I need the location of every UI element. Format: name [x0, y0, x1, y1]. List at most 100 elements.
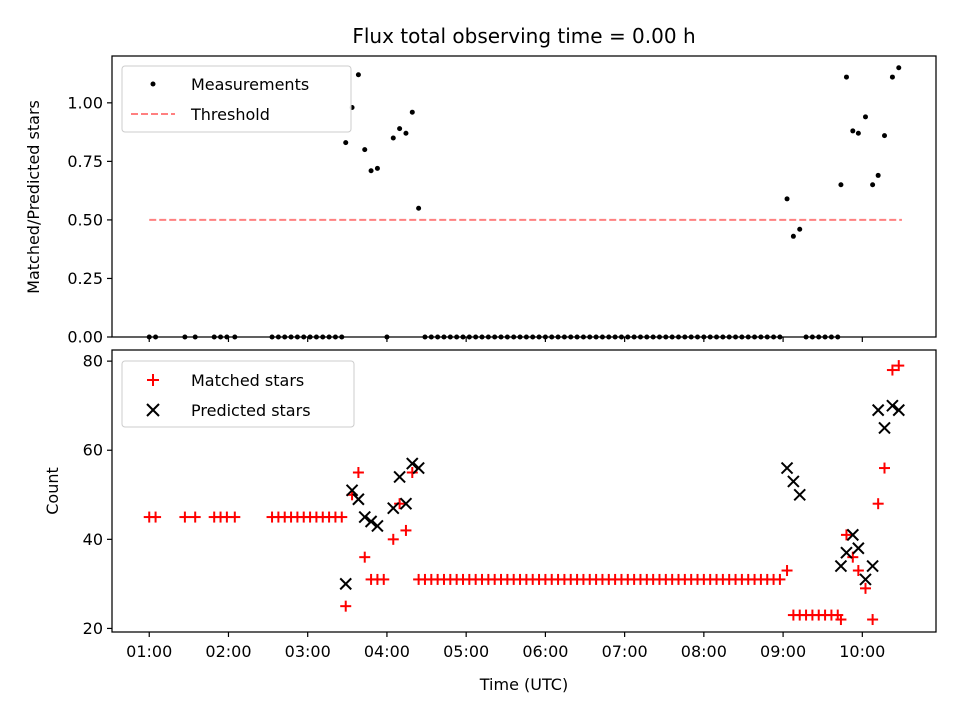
matched-star-point — [406, 467, 418, 479]
x-tick-label: 06:00 — [522, 642, 568, 661]
legend-measurements-marker — [150, 81, 156, 87]
measurement-point — [875, 172, 881, 178]
predicted-star-point — [393, 470, 406, 484]
predicted-star-point — [871, 403, 885, 417]
matched-star-point — [336, 511, 348, 523]
measurement-point — [390, 135, 396, 141]
x-tick-label: 04:00 — [364, 642, 410, 661]
x-tick-label: 02:00 — [205, 642, 251, 661]
count-y-axis-label: Count — [43, 467, 62, 515]
count-legend: Matched stars Predicted stars — [121, 360, 355, 428]
predicted-star-point — [840, 546, 853, 559]
predicted-star-point — [364, 515, 378, 528]
predicted-star-point — [787, 475, 800, 488]
measurement-point — [896, 65, 902, 71]
matched-star-point — [835, 614, 847, 626]
matched-star-point — [387, 533, 399, 545]
matched-star-point — [400, 524, 412, 536]
measurement-point — [784, 196, 790, 202]
predicted-star-point — [846, 528, 860, 542]
count-panel-frame — [111, 349, 937, 633]
count-x-axis: 01:00 02:00 03:00 04:00 05:00 06:00 07:00 08:00… — [126, 632, 885, 661]
count-legend-box — [121, 360, 355, 428]
measurement-point — [870, 182, 876, 188]
measurement-point — [403, 130, 409, 136]
y-tick-label: 0.75 — [67, 152, 103, 171]
matched-star-point — [179, 511, 191, 523]
measurement-point — [362, 147, 368, 153]
measurement-point — [790, 233, 796, 239]
y-tick-label: 80 — [83, 352, 103, 371]
legend-matched-marker — [147, 374, 159, 386]
predicted-star-point — [358, 510, 371, 524]
x-tick-label: 03:00 — [285, 642, 331, 661]
measurement-point — [843, 74, 849, 80]
y-tick-label: 0.25 — [67, 269, 103, 288]
y-tick-label: 0.00 — [67, 328, 103, 347]
ratio-legend: Measurements Threshold — [121, 65, 352, 133]
predicted-star-point — [345, 484, 359, 497]
measurement-point — [855, 130, 861, 136]
measurement-point — [850, 128, 856, 134]
x-axis-label: Time (UTC) — [479, 675, 568, 694]
predicted-star-point — [866, 559, 879, 573]
matched-star-point — [859, 582, 871, 594]
matched-star-point — [378, 573, 390, 585]
measurement-point — [882, 133, 887, 139]
predicted-star-point — [339, 577, 352, 591]
count-y-axis: 20 40 60 80 — [83, 352, 112, 638]
legend-matched-label: Matched stars — [191, 371, 304, 390]
predicted-star-point — [387, 501, 400, 515]
legend-threshold-label: Threshold — [190, 105, 270, 124]
measurement-point — [355, 72, 361, 78]
predicted-star-point — [793, 488, 806, 501]
matched-star-point — [840, 529, 852, 541]
measurement-point — [862, 114, 868, 120]
ratio-panel-frame — [111, 55, 937, 338]
legend-measurements-label: Measurements — [191, 75, 309, 94]
predicted-star-point — [892, 403, 905, 417]
predicted-star-point — [371, 519, 384, 533]
predicted-star-point — [878, 421, 891, 435]
chart-title: Flux total observing time = 0.00 h — [352, 24, 695, 48]
legend-predicted-label: Predicted stars — [191, 401, 311, 420]
y-tick-label: 0.50 — [67, 210, 103, 229]
measurement-point — [343, 140, 349, 146]
ratio-y-axis-label: Matched/Predicted stars — [24, 100, 43, 294]
x-tick-label: 01:00 — [126, 642, 172, 661]
matched-star-point — [893, 360, 905, 372]
x-tick-label: 07:00 — [602, 642, 648, 661]
ratio-x-tick-marks — [148, 337, 863, 342]
matched-star-point — [352, 467, 364, 479]
ratio-panel: 0.00 0.25 0.50 0.75 1.00 Matched/Predicted s… — [24, 55, 937, 347]
predicted-star-point — [834, 559, 848, 573]
matched-star-point — [781, 565, 793, 577]
measurement-point — [409, 109, 415, 115]
ratio-y-axis: 0.00 0.25 0.50 0.75 1.00 — [67, 93, 112, 347]
y-tick-label: 1.00 — [67, 93, 103, 112]
x-tick-label: 10:00 — [839, 642, 885, 661]
matched-star-point — [774, 573, 786, 585]
matched-star-point — [867, 614, 879, 626]
matched-star-point — [340, 600, 352, 612]
predicted-star-point — [406, 457, 419, 470]
predicted-star-point — [886, 399, 899, 412]
y-tick-label: 40 — [83, 530, 103, 549]
x-tick-label: 05:00 — [443, 642, 489, 661]
measurement-point — [368, 168, 374, 174]
matched-star-point — [852, 565, 864, 577]
measurement-point — [374, 165, 380, 171]
x-tick-label: 09:00 — [760, 642, 806, 661]
count-plot-area — [143, 360, 905, 626]
x-tick-label: 08:00 — [681, 642, 727, 661]
predicted-star-point — [852, 542, 865, 555]
matched-star-point — [189, 511, 201, 523]
measurement-point — [416, 205, 422, 211]
matched-star-point — [886, 364, 898, 376]
matched-star-point — [150, 511, 162, 523]
matched-star-point — [229, 511, 241, 523]
y-tick-label: 60 — [83, 441, 103, 460]
predicted-star-point — [352, 493, 365, 506]
